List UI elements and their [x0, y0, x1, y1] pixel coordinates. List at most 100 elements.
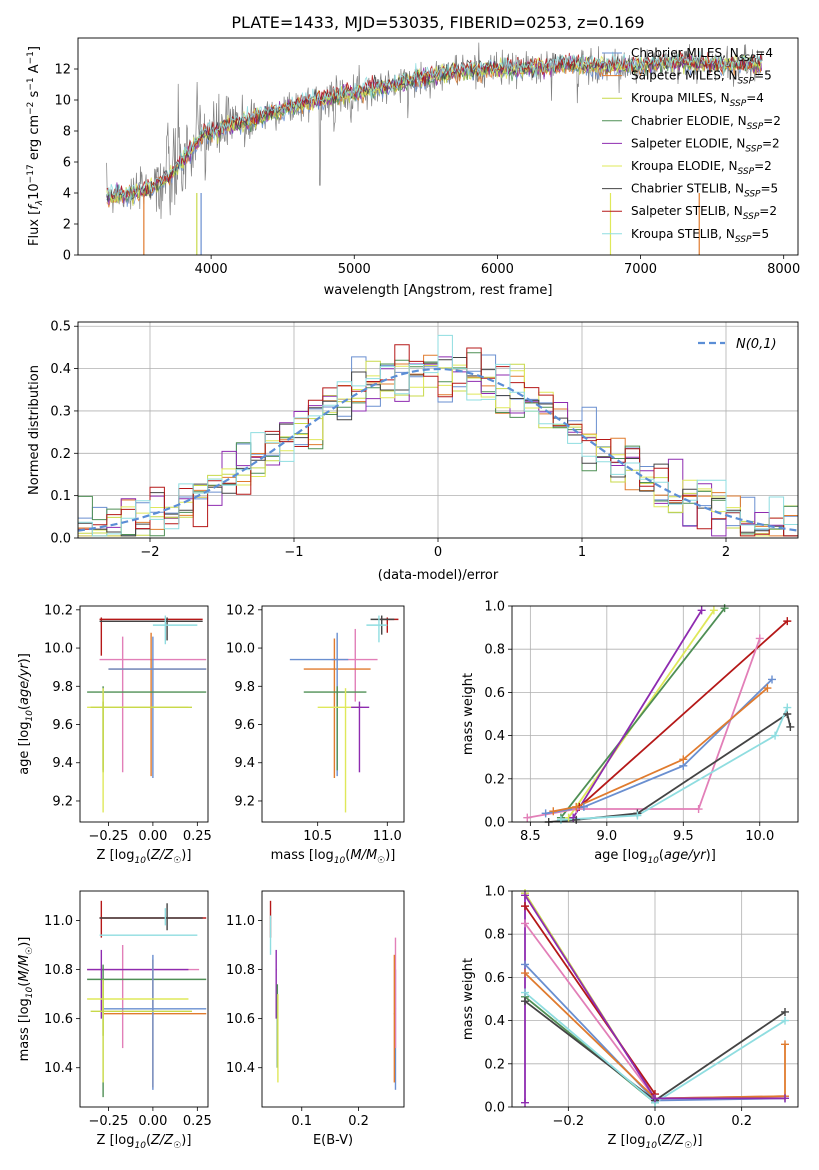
weight-series — [524, 905, 656, 1095]
x-tick-label: 0.25 — [183, 1114, 212, 1129]
x-tick-label: −0.25 — [89, 829, 129, 844]
weight-marker — [781, 1016, 789, 1025]
y-tick-label: 0.4 — [484, 729, 505, 744]
y-tick-label: 0.8 — [484, 643, 505, 658]
y-axis-label: mass [log10(M/M☉)] — [17, 937, 35, 1062]
y-tick-label: 9.6 — [234, 718, 255, 733]
chart-weight_vs_age: 8.5 9.0 9.5 10.0 0.0 0.2 0.4 0.6 0.8 1.0 age [log1… — [461, 600, 799, 866]
y-tick-label: 9.2 — [52, 794, 73, 809]
legend-label: Kroupa ELODIE, NSSP=2 — [631, 159, 772, 177]
x-axis-label: Z [log10(Z/Z☉)] — [97, 1133, 192, 1151]
chart-spectrum: 4000 5000 6000 7000 8000 0 2 4 6 8 10 12 Chabrier MI… — [26, 37, 800, 298]
y-tick-label: 0.2 — [484, 772, 505, 787]
weight-series — [560, 607, 726, 819]
y-tick-label: 0.3 — [50, 404, 71, 419]
y-tick-label: 0.0 — [484, 816, 505, 831]
x-tick-label: 0.0 — [645, 1114, 666, 1129]
weight-marker — [697, 606, 706, 615]
residual-histogram — [78, 364, 798, 537]
weight-marker — [651, 1094, 659, 1103]
weight-marker — [572, 815, 581, 824]
y-tick-label: 0.1 — [50, 489, 71, 504]
axes-frame — [77, 321, 799, 539]
weight-marker — [579, 802, 588, 811]
y-tick-label: 1.0 — [484, 600, 505, 615]
chart-mass_vs_Z: −0.25 0.00 0.25 10.4 10.6 10.8 11.0 Z [log10(Z/… — [17, 890, 212, 1151]
legend-label: Kroupa MILES, NSSP=4 — [631, 91, 764, 109]
x-tick-label: 10.5 — [303, 829, 332, 844]
y-tick-label: 0.4 — [484, 1014, 505, 1029]
x-tick-label: 1 — [578, 545, 586, 560]
y-tick-label: 0 — [63, 249, 71, 264]
legend-label: Chabrier STELIB, NSSP=5 — [631, 182, 778, 200]
axes-frame — [77, 37, 799, 256]
y-tick-label: 10.6 — [226, 1012, 255, 1027]
y-axis-label: mass weight — [461, 958, 476, 1040]
weight-marker — [521, 891, 529, 900]
residual-histogram — [78, 344, 798, 537]
chart-weight_vs_Z: −0.2 0.0 0.2 0.0 0.2 0.4 0.6 0.8 1.0 Z [log10(Z/Z… — [461, 885, 799, 1151]
x-tick-label: 8000 — [767, 262, 800, 277]
y-tick-label: 10.6 — [44, 1012, 73, 1027]
y-tick-label: 9.6 — [52, 718, 73, 733]
weight-series — [524, 972, 786, 1100]
weight-marker — [679, 755, 688, 764]
weight-marker — [768, 675, 776, 684]
y-tick-label: 9.4 — [234, 756, 255, 771]
weight-marker — [521, 969, 529, 978]
y-tick-label: 10.4 — [226, 1061, 255, 1076]
residual-histogram — [78, 334, 798, 537]
weight-marker — [694, 805, 703, 814]
x-tick-label: 7000 — [624, 262, 657, 277]
normal-curve — [78, 367, 798, 532]
y-tick-label: 0.0 — [484, 1101, 505, 1116]
weight-series — [578, 620, 788, 808]
y-tick-label: 0.0 — [50, 532, 71, 547]
legend-label: Salpeter ELODIE, NSSP=2 — [631, 136, 780, 154]
x-axis-label: Z [log10(Z/Z☉)] — [608, 1133, 703, 1151]
y-tick-label: 10.8 — [226, 963, 255, 978]
weight-series — [553, 687, 768, 813]
x-axis-label: Z [log10(Z/Z☉)] — [97, 848, 192, 866]
weight-marker — [786, 722, 795, 731]
weight-marker — [783, 703, 792, 712]
weight-marker — [521, 1098, 529, 1107]
weight-series — [572, 609, 703, 819]
model-spectrum — [106, 51, 762, 200]
x-tick-label: 2 — [722, 545, 730, 560]
y-axis-label: Normed distribution — [27, 365, 42, 495]
weight-marker — [755, 634, 764, 643]
x-tick-label: −0.2 — [553, 1114, 585, 1129]
weight-marker — [709, 606, 718, 615]
axes-frame — [261, 605, 405, 823]
x-tick-label: 6000 — [481, 262, 514, 277]
plot-area — [87, 900, 207, 1098]
x-tick-label: 0.25 — [183, 829, 212, 844]
chart-mass_vs_ebv: 0.1 0.2 10.4 10.6 10.8 11.0 E(B-V) — [226, 890, 405, 1148]
weight-marker — [781, 1007, 789, 1016]
y-tick-label: 8 — [63, 125, 71, 140]
weight-marker — [783, 617, 792, 626]
y-tick-label: 1.0 — [484, 885, 505, 900]
y-tick-label: 10.0 — [226, 642, 255, 657]
axes-frame — [511, 605, 799, 823]
weight-marker — [521, 919, 529, 928]
y-tick-label: 11.0 — [44, 914, 73, 929]
legend-label: N(0,1) — [736, 337, 777, 352]
weight-series — [527, 638, 761, 819]
y-tick-label: 0.8 — [484, 928, 505, 943]
axes-frame — [511, 890, 799, 1108]
axes-frame — [261, 890, 405, 1108]
axes-frame — [79, 890, 209, 1108]
y-tick-label: 6 — [63, 156, 71, 171]
x-axis-label: (data-model)/error — [378, 568, 499, 583]
x-tick-label: 9.0 — [596, 829, 617, 844]
y-tick-label: 2 — [63, 218, 71, 233]
weight-marker — [521, 960, 529, 969]
y-tick-label: 0.2 — [484, 1057, 505, 1072]
y-axis-label: age [log10(age/yr)] — [17, 653, 35, 775]
y-tick-label: 11.0 — [226, 914, 255, 929]
weight-series — [560, 707, 789, 821]
legend-label: Kroupa STELIB, NSSP=5 — [631, 227, 769, 245]
weight-marker — [556, 815, 565, 824]
